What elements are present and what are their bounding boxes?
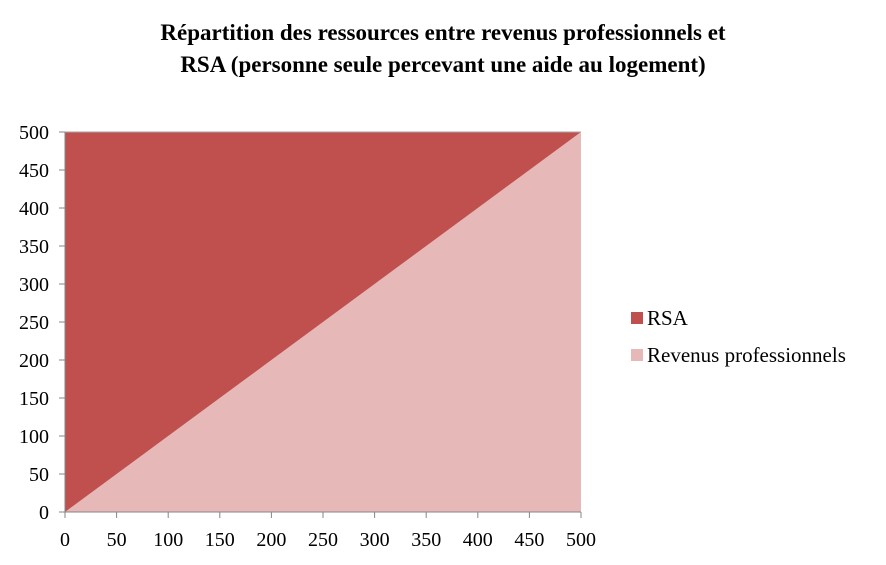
y-tick-label: 500	[19, 122, 49, 144]
legend-swatch-rsa	[631, 312, 643, 324]
y-tick-label: 200	[19, 350, 49, 372]
chart-title-line-1: Répartition des ressources entre revenus…	[160, 20, 726, 45]
x-tick-label: 450	[514, 529, 544, 551]
y-tick-label: 300	[19, 274, 49, 296]
x-tick-label: 200	[256, 529, 286, 551]
y-tick-label: 450	[19, 160, 49, 182]
x-tick-label: 250	[308, 529, 338, 551]
x-tick-label: 500	[566, 529, 596, 551]
x-tick-label: 0	[60, 529, 70, 551]
x-tick-label: 50	[107, 529, 127, 551]
y-tick-label: 100	[19, 426, 49, 448]
chart-title: Répartition des ressources entre revenus…	[160, 20, 726, 77]
y-tick-label: 0	[39, 502, 49, 524]
plot-area	[65, 132, 581, 512]
area-rsa	[65, 132, 581, 512]
y-tick-label: 250	[19, 312, 49, 334]
y-tick-label: 150	[19, 388, 49, 410]
chart-title-line-2: RSA (personne seule percevant une aide a…	[180, 52, 705, 77]
x-tick-label: 100	[153, 529, 183, 551]
legend: RSA Revenus professionnels	[631, 306, 846, 367]
y-tick-label: 50	[29, 464, 49, 486]
x-tick-label: 300	[360, 529, 390, 551]
legend-label-rsa: RSA	[647, 306, 689, 330]
x-tick-label: 400	[463, 529, 493, 551]
legend-swatch-revenus-professionnels	[631, 349, 643, 361]
x-tick-label: 350	[411, 529, 441, 551]
legend-label-revenus-professionnels: Revenus professionnels	[647, 343, 846, 367]
x-tick-label: 150	[205, 529, 235, 551]
y-tick-label: 400	[19, 198, 49, 220]
y-tick-label: 350	[19, 236, 49, 258]
axes: 0 50 100 150 200 250 300 350 400 450 500 0 50 100 150 2…	[19, 122, 596, 551]
